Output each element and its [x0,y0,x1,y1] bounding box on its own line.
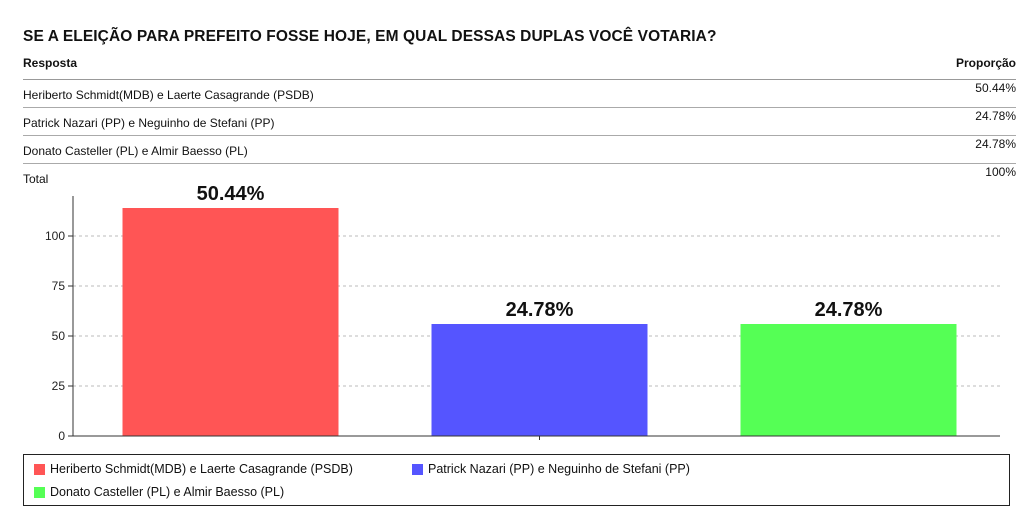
legend-item: Donato Casteller (PL) e Almir Baesso (PL… [34,485,284,499]
table-row: Donato Casteller (PL) e Almir Baesso (PL… [23,136,1016,164]
total-value: 100% [985,165,1016,179]
row-value: 50.44% [975,81,1016,95]
y-tick-label: 50 [52,329,66,343]
legend-label: Heriberto Schmidt(MDB) e Laerte Casagran… [50,462,353,476]
legend: Heriberto Schmidt(MDB) e Laerte Casagran… [23,454,1010,506]
row-label: Donato Casteller (PL) e Almir Baesso (PL… [23,144,248,158]
y-tick-label: 100 [45,229,65,243]
column-header-proportion: Proporção [955,56,1016,70]
row-value: 24.78% [975,137,1016,151]
y-tick-label: 25 [52,379,66,393]
legend-swatch [34,463,45,475]
table-header: Resposta Proporção [23,52,1016,80]
chart-title: SE A ELEIÇÃO PARA PREFEITO FOSSE HOJE, E… [23,28,717,45]
bar [431,324,648,436]
column-header-response: Resposta [23,56,78,70]
y-tick-label: 75 [52,279,66,293]
legend-item: Heriberto Schmidt(MDB) e Laerte Casagran… [34,462,353,476]
legend-swatch [34,486,45,498]
results-table: Resposta Proporção Heriberto Schmidt(MDB… [23,52,1016,191]
row-value: 24.78% [975,109,1016,123]
legend-item: Patrick Nazari (PP) e Neguinho de Stefan… [412,462,690,476]
data-label: 24.78% [506,299,574,321]
total-label: Total [23,172,49,186]
legend-label: Patrick Nazari (PP) e Neguinho de Stefan… [428,462,690,476]
legend-label: Donato Casteller (PL) e Almir Baesso (PL… [50,485,285,499]
table-row: Heriberto Schmidt(MDB) e Laerte Casagran… [23,80,1016,108]
row-label: Heriberto Schmidt(MDB) e Laerte Casagran… [23,88,314,102]
y-tick-label: 0 [58,429,65,443]
data-label: 24.78% [815,299,883,321]
data-label: 50.44% [197,183,265,205]
legend-swatch [412,463,423,475]
table-row-total: Total 100% [23,164,1016,191]
table-row: Patrick Nazari (PP) e Neguinho de Stefan… [23,108,1016,136]
bar [122,208,339,436]
bar [740,324,957,436]
row-label: Patrick Nazari (PP) e Neguinho de Stefan… [23,116,275,130]
